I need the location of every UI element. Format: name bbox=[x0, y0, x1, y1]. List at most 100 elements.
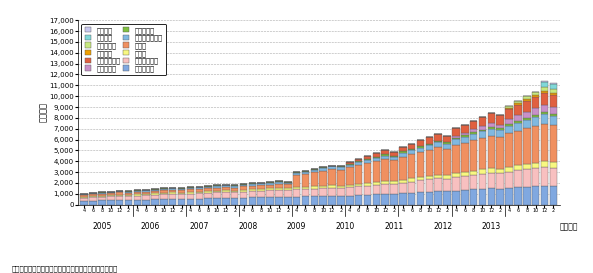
Bar bbox=[329, 169, 336, 185]
Bar bbox=[302, 196, 309, 205]
Bar bbox=[364, 186, 371, 195]
Bar bbox=[355, 195, 362, 205]
Bar bbox=[381, 159, 389, 181]
Bar bbox=[372, 161, 380, 182]
Bar bbox=[337, 170, 345, 186]
Bar bbox=[116, 195, 123, 196]
Bar bbox=[514, 165, 522, 170]
Bar bbox=[452, 173, 460, 177]
Bar bbox=[505, 171, 513, 188]
Bar bbox=[125, 200, 132, 205]
Bar bbox=[390, 156, 398, 157]
Bar bbox=[444, 136, 451, 142]
Bar bbox=[541, 167, 548, 186]
Bar bbox=[107, 200, 114, 205]
Bar bbox=[505, 133, 513, 167]
Bar bbox=[514, 101, 522, 103]
Bar bbox=[364, 160, 371, 163]
Bar bbox=[399, 193, 407, 205]
Bar bbox=[231, 188, 238, 191]
Bar bbox=[320, 186, 327, 188]
Bar bbox=[187, 194, 194, 199]
Bar bbox=[205, 191, 212, 193]
Text: 2009: 2009 bbox=[287, 222, 307, 231]
Bar bbox=[444, 144, 451, 149]
Legend: 日ペルー, 日インド, 日ベトナム, 日スイス, 日フィリピン, 日アセアン, 日ブルネイ, 日インドネシア, 日タイ, 日チリ, 日マレーシア, 日メキシコ: 日ペルー, 日インド, 日ベトナム, 日スイス, 日フィリピン, 日アセアン, … bbox=[81, 23, 166, 75]
Bar bbox=[426, 179, 433, 192]
Bar bbox=[364, 156, 371, 159]
Bar bbox=[399, 157, 407, 180]
Bar bbox=[390, 184, 398, 194]
Bar bbox=[266, 182, 274, 183]
Bar bbox=[222, 187, 229, 190]
Bar bbox=[320, 168, 327, 171]
Bar bbox=[372, 194, 380, 205]
Bar bbox=[461, 176, 468, 190]
Text: 2005: 2005 bbox=[93, 222, 111, 231]
Bar bbox=[523, 164, 531, 169]
Bar bbox=[222, 185, 229, 187]
Bar bbox=[355, 184, 362, 186]
Bar bbox=[381, 194, 389, 205]
Bar bbox=[372, 182, 380, 185]
Bar bbox=[346, 195, 353, 205]
Bar bbox=[98, 197, 106, 200]
Bar bbox=[523, 120, 531, 128]
Bar bbox=[222, 198, 229, 205]
Bar bbox=[311, 170, 318, 172]
Bar bbox=[541, 123, 548, 161]
Bar bbox=[355, 165, 362, 184]
Bar bbox=[523, 99, 531, 101]
Bar bbox=[426, 144, 433, 145]
Bar bbox=[248, 189, 256, 191]
Bar bbox=[496, 136, 504, 169]
Bar bbox=[364, 195, 371, 205]
Bar bbox=[550, 162, 557, 168]
Bar bbox=[390, 160, 398, 182]
Bar bbox=[133, 200, 141, 205]
Bar bbox=[417, 146, 425, 148]
Bar bbox=[523, 118, 531, 120]
Bar bbox=[417, 148, 425, 152]
Bar bbox=[390, 194, 398, 205]
Bar bbox=[346, 168, 353, 185]
Bar bbox=[523, 187, 531, 205]
Bar bbox=[151, 193, 159, 195]
Text: 資料：日本商工会議所のデータを基に経済産業省作成。: 資料：日本商工会議所のデータを基に経済産業省作成。 bbox=[12, 265, 118, 272]
Bar bbox=[293, 189, 301, 197]
Bar bbox=[523, 112, 531, 118]
Bar bbox=[329, 185, 336, 188]
Bar bbox=[284, 182, 292, 183]
Bar bbox=[346, 185, 353, 187]
Bar bbox=[461, 125, 468, 133]
Bar bbox=[461, 172, 468, 176]
Bar bbox=[514, 121, 522, 123]
Bar bbox=[90, 201, 97, 205]
Bar bbox=[532, 97, 540, 108]
Bar bbox=[346, 164, 353, 165]
Bar bbox=[487, 123, 495, 127]
Bar bbox=[231, 186, 238, 188]
Bar bbox=[426, 145, 433, 150]
Text: 2010: 2010 bbox=[336, 222, 355, 231]
Bar bbox=[470, 189, 477, 205]
Bar bbox=[550, 116, 557, 125]
Bar bbox=[213, 192, 221, 198]
Bar bbox=[523, 169, 531, 187]
Bar bbox=[408, 178, 416, 182]
Bar bbox=[399, 147, 407, 152]
Bar bbox=[284, 185, 292, 188]
Bar bbox=[514, 170, 522, 187]
Text: 2013: 2013 bbox=[482, 222, 501, 231]
Bar bbox=[541, 186, 548, 205]
Bar bbox=[169, 188, 177, 190]
Bar bbox=[107, 193, 114, 195]
Bar bbox=[205, 193, 212, 198]
Bar bbox=[399, 183, 407, 193]
Bar bbox=[417, 152, 425, 177]
Bar bbox=[355, 159, 362, 161]
Bar bbox=[302, 174, 309, 187]
Bar bbox=[178, 194, 186, 199]
Bar bbox=[355, 161, 362, 162]
Bar bbox=[532, 115, 540, 117]
